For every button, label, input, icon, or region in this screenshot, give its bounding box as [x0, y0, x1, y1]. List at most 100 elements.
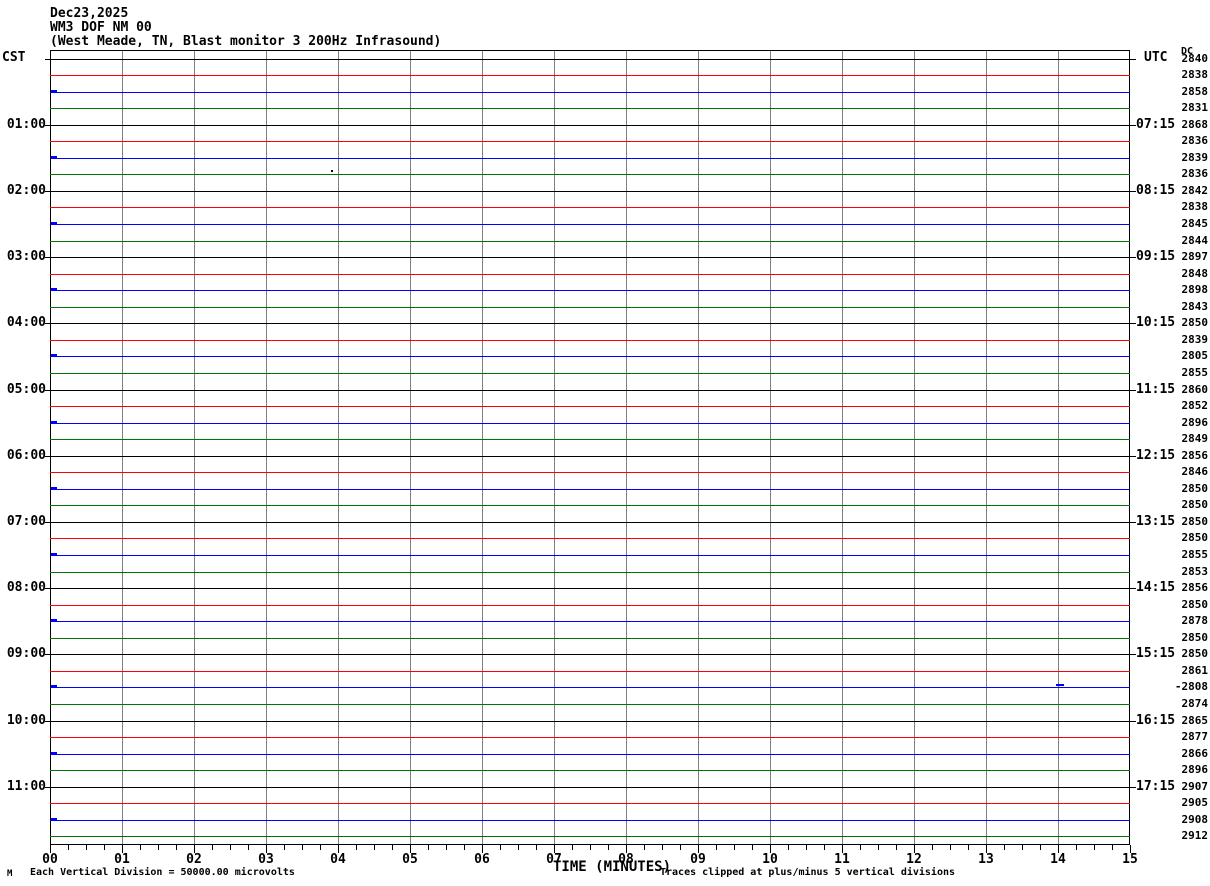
x-minor-tick — [590, 845, 591, 850]
seismic-trace — [50, 572, 1130, 573]
x-tick-label: 06 — [474, 852, 490, 867]
seismic-trace — [50, 605, 1130, 606]
x-major-tick — [770, 845, 771, 853]
minute-gridline — [194, 51, 195, 844]
trace-start-mark — [51, 619, 57, 621]
left-hour-label: 10:00 — [6, 713, 46, 728]
dc-column-header: DC — [1181, 46, 1194, 57]
x-minor-tick — [734, 845, 735, 850]
minute-gridline — [770, 51, 771, 844]
seismic-trace — [50, 59, 1130, 60]
dc-value: 2858 — [1181, 85, 1209, 98]
minute-gridline — [1058, 51, 1059, 844]
seismic-trace — [50, 687, 1130, 688]
seismic-trace — [50, 555, 1130, 556]
x-minor-tick — [860, 845, 861, 850]
right-hour-label: 07:15 — [1136, 117, 1176, 132]
right-hour-label: 10:15 — [1136, 315, 1176, 330]
x-minor-tick — [356, 845, 357, 850]
left-hour-label: 02:00 — [6, 183, 46, 198]
x-minor-tick — [824, 845, 825, 850]
x-minor-tick — [392, 845, 393, 850]
x-major-tick — [194, 845, 195, 853]
minute-gridline — [266, 51, 267, 844]
dc-value: 2836 — [1181, 167, 1209, 180]
right-hour-tick — [1130, 522, 1136, 523]
seismic-trace — [50, 191, 1130, 192]
seismic-trace — [50, 439, 1130, 440]
left-hour-label: 11:00 — [6, 779, 46, 794]
x-tick-label: 09 — [690, 852, 706, 867]
minute-gridline — [698, 51, 699, 844]
seismic-trace — [50, 472, 1130, 473]
dc-value: -2808 — [1174, 680, 1208, 693]
right-hour-tick — [1130, 125, 1136, 126]
x-minor-tick — [248, 845, 249, 850]
dc-value: 2850 — [1181, 631, 1209, 644]
trace-start-mark — [51, 354, 57, 356]
event-blip-pulse — [1056, 684, 1064, 687]
x-major-tick — [410, 845, 411, 853]
x-tick-label: 08 — [618, 852, 634, 867]
x-minor-tick — [302, 845, 303, 850]
seismic-trace — [50, 274, 1130, 275]
dc-value: 2843 — [1181, 300, 1209, 313]
dc-value: 2896 — [1181, 416, 1209, 429]
right-hour-label: 14:15 — [1136, 580, 1176, 595]
seismic-trace — [50, 373, 1130, 374]
seismic-trace — [50, 522, 1130, 523]
x-minor-tick — [788, 845, 789, 850]
x-tick-label: 03 — [258, 852, 274, 867]
right-hour-label: 08:15 — [1136, 183, 1176, 198]
seismic-trace — [50, 721, 1130, 722]
x-minor-tick — [86, 845, 87, 850]
seismic-trace — [50, 108, 1130, 109]
x-minor-tick — [320, 845, 321, 850]
seismic-trace — [50, 836, 1130, 837]
x-minor-tick — [1094, 845, 1095, 850]
dc-value: 2838 — [1181, 68, 1209, 81]
x-minor-tick — [680, 845, 681, 850]
seismic-trace — [50, 92, 1130, 93]
seismic-trace — [50, 174, 1130, 175]
x-major-tick — [626, 845, 627, 853]
x-minor-tick — [428, 845, 429, 850]
right-hour-tick — [1130, 588, 1136, 589]
x-tick-label: 05 — [402, 852, 418, 867]
dc-value: 2898 — [1181, 283, 1209, 296]
x-minor-tick — [1040, 845, 1041, 850]
trace-start-mark — [51, 90, 57, 92]
x-major-tick — [482, 845, 483, 853]
right-hour-label: 13:15 — [1136, 514, 1176, 529]
left-hour-tick — [45, 125, 50, 126]
trace-start-mark — [51, 553, 57, 555]
x-minor-tick — [536, 845, 537, 850]
seismic-trace — [50, 737, 1130, 738]
dc-value: 2805 — [1181, 349, 1209, 362]
seismic-trace — [50, 820, 1130, 821]
dc-value: 2850 — [1181, 482, 1209, 495]
seismic-trace — [50, 505, 1130, 506]
seismic-trace — [50, 257, 1130, 258]
minute-gridline — [338, 51, 339, 844]
x-tick-label: 02 — [186, 852, 202, 867]
minute-gridline — [482, 51, 483, 844]
seismic-trace — [50, 654, 1130, 655]
left-axis-label: CST — [2, 50, 26, 65]
seismic-trace — [50, 141, 1130, 142]
footer-mark: M — [7, 869, 13, 879]
clip-note: Traces clipped at plus/minus 5 vertical … — [660, 867, 956, 878]
seismic-trace — [50, 307, 1130, 308]
x-tick-label: 12 — [906, 852, 922, 867]
x-minor-tick — [932, 845, 933, 850]
left-hour-label: 09:00 — [6, 646, 46, 661]
left-hour-label: 03:00 — [6, 249, 46, 264]
seismic-trace — [50, 621, 1130, 622]
x-minor-tick — [230, 845, 231, 850]
dc-value: 2897 — [1181, 250, 1209, 263]
x-minor-tick — [968, 845, 969, 850]
seismic-trace — [50, 158, 1130, 159]
seismic-trace — [50, 323, 1130, 324]
left-hour-tick — [45, 721, 50, 722]
seismic-trace — [50, 340, 1130, 341]
